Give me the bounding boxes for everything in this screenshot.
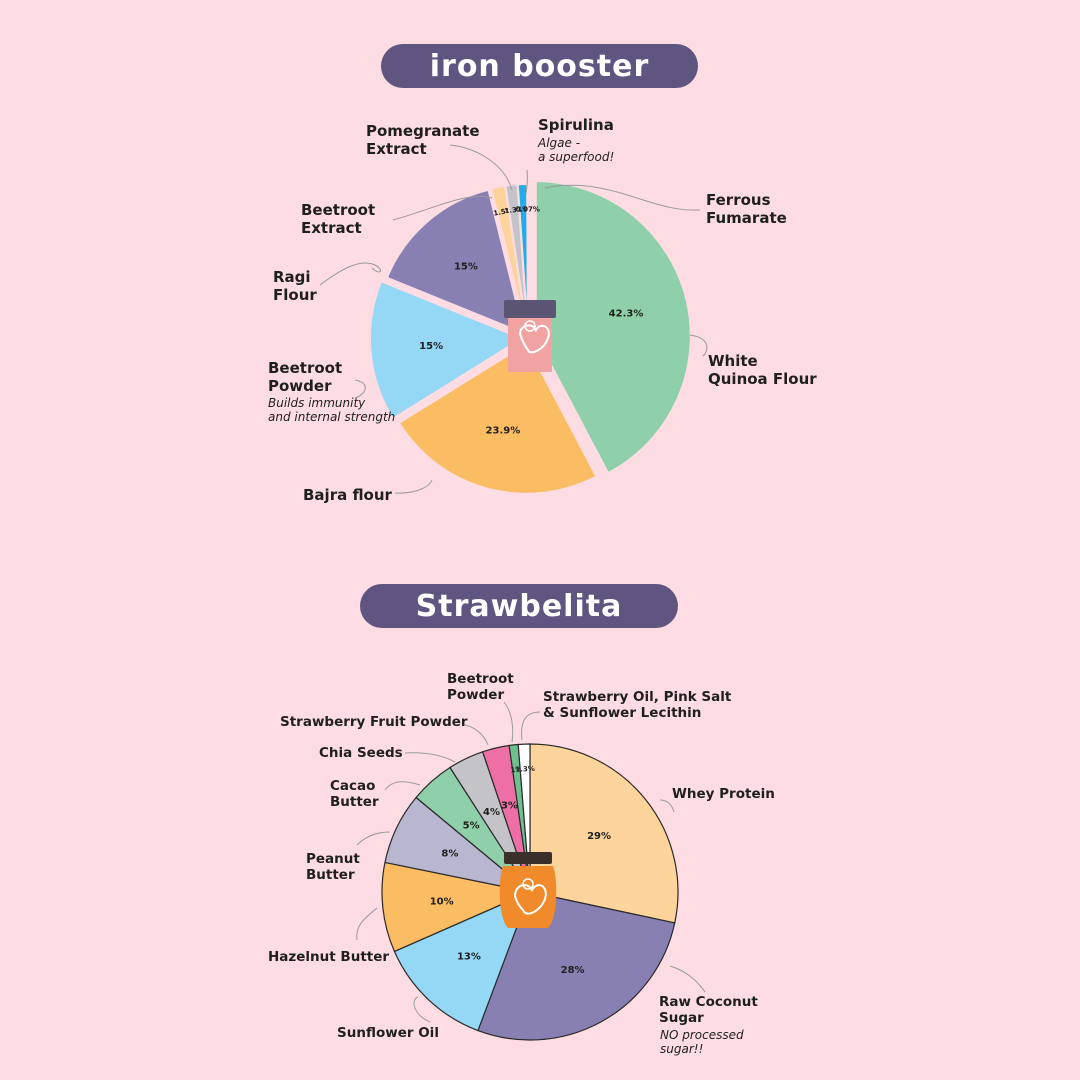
slice-label-white-quinoa-flour: 42.3% <box>609 309 644 320</box>
leader-strawberry-powder <box>461 723 489 746</box>
slice-label-whey-protein: 29% <box>587 831 611 842</box>
label-coconut: Raw Coconut Sugar <box>659 994 758 1026</box>
leader-sunflower-oil <box>413 996 431 1023</box>
slice-label-beetroot-powder: 1% <box>510 765 523 774</box>
label-ferrous: Ferrous Fumarate <box>706 191 787 227</box>
label-spirulina: Spirulina <box>538 116 614 134</box>
leader-bajra <box>394 479 433 494</box>
slice-label-spirulina: 1% <box>517 205 529 213</box>
label-beetroot-powder: Beetroot Powder <box>268 359 343 395</box>
slice-label-sunflower-oil: 13% <box>457 951 481 962</box>
label-oil-salt: Strawberry Oil, Pink Salt & Sunflower Le… <box>543 689 732 721</box>
leader-coconut <box>669 965 706 993</box>
slice-label-ragi-flour: 15% <box>454 261 478 272</box>
leader-peanut <box>356 831 391 846</box>
label-chia: Chia Seeds <box>319 745 403 761</box>
leader-cacao <box>384 781 421 791</box>
leader-spirulina <box>525 169 528 195</box>
iron-booster-jar-icon <box>504 300 556 372</box>
iron-booster-pie: 42.3% 23.9% 15% 15% 1.5%1.3%1%0.07% <box>369 180 692 495</box>
leader-lines <box>319 144 708 1023</box>
slice-label-peanut-butter: 8% <box>441 849 458 860</box>
label-strawberry-powder: Strawberry Fruit Powder <box>280 714 468 730</box>
slice-label-strawberry-fruit-powder: 3% <box>501 801 518 812</box>
slice-label-chia-seeds: 4% <box>483 807 500 818</box>
leader-white-quinoa <box>689 334 708 357</box>
label-ragi: Ragi Flour <box>273 268 317 304</box>
slice-label-beetroot-extract: 1.5% <box>493 206 514 218</box>
leader-whey <box>659 799 675 813</box>
label-sunflower-oil: Sunflower Oil <box>337 1025 439 1041</box>
slice-whey-protein <box>529 743 679 924</box>
strawbelita-jar-icon <box>499 852 557 928</box>
label-beetroot-powder-2: Beetroot Powder <box>447 671 514 703</box>
label-peanut: Peanut Butter <box>306 851 360 883</box>
slice-ragi-flour <box>385 188 526 336</box>
slice-label-bajra-flour: 23.9% <box>486 426 521 437</box>
leader-hazelnut <box>356 907 378 941</box>
leader-beetroot-extract <box>392 195 493 221</box>
slice-white-quinoa-flour <box>534 180 692 475</box>
slice-sunflower-oil <box>393 890 532 1032</box>
strawbelita-title: Strawbelita <box>360 584 678 628</box>
leader-beetroot-powder-2 <box>503 701 514 743</box>
slice-label-raw-coconut-sugar: 28% <box>561 965 585 976</box>
leader-pomegranate <box>449 144 513 191</box>
strawbelita-pie: 29% 28% 13% 10% 8% 5%4%3% 1%1.3% <box>381 743 679 1041</box>
iron-booster-title: iron booster <box>381 44 698 88</box>
slice-bajra-flour <box>397 342 598 495</box>
slice-label-hazelnut-butter: 10% <box>430 896 454 907</box>
leader-ferrous <box>544 184 701 211</box>
label-whey: Whey Protein <box>672 786 775 802</box>
leader-oil-salt <box>521 711 541 741</box>
leader-beetroot-powder <box>354 379 366 399</box>
leader-chia <box>404 752 456 763</box>
leader-ragi <box>319 262 382 286</box>
label-hazelnut: Hazelnut Butter <box>268 949 390 965</box>
slice-beetroot-powder <box>369 279 525 421</box>
label-beetroot-extract: Beetroot Extract <box>301 201 376 237</box>
slice-raw-coconut-sugar <box>477 891 676 1041</box>
note-coconut: NO processed sugar!! <box>660 1028 744 1056</box>
slice-label-beetroot-powder: 15% <box>419 341 443 352</box>
label-bajra: Bajra flour <box>303 486 392 504</box>
note-beetroot-powder: Builds immunity and internal strength <box>268 396 396 424</box>
slice-label-cacao-butter: 5% <box>463 821 480 832</box>
label-pomegranate: Pomegranate Extract <box>366 122 480 158</box>
label-cacao: Cacao Butter <box>330 778 379 810</box>
slice-label-strawberry-oil-pink-salt-sunflower-lecithin: 1.3% <box>515 765 535 774</box>
slice-label-ferrous-fumarate: 0.07% <box>516 205 540 213</box>
note-spirulina: Algae - a superfood! <box>538 136 615 164</box>
slice-label-pomegranate-extract: 1.3% <box>504 205 524 215</box>
label-white-quinoa: White Quinoa Flour <box>708 352 817 388</box>
